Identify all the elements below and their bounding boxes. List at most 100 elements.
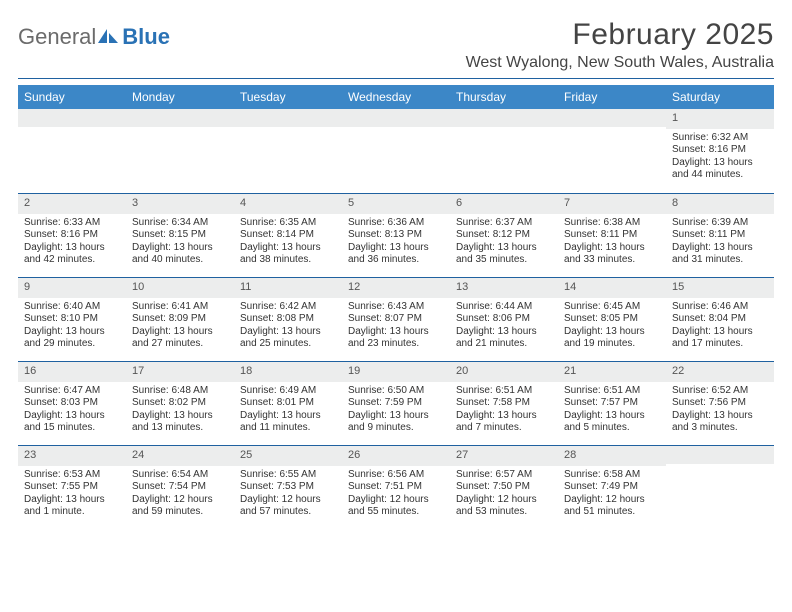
day-detail: Sunrise: 6:56 AM Sunset: 7:51 PM Dayligh… — [342, 466, 450, 523]
day-number: 23 — [18, 446, 126, 466]
calendar-cell: 4Sunrise: 6:35 AM Sunset: 8:14 PM Daylig… — [234, 193, 342, 277]
day-number: 4 — [234, 194, 342, 214]
calendar-week: 1Sunrise: 6:32 AM Sunset: 8:16 PM Daylig… — [18, 109, 774, 193]
day-number: 25 — [234, 446, 342, 466]
calendar-cell: 21Sunrise: 6:51 AM Sunset: 7:57 PM Dayli… — [558, 361, 666, 445]
day-number — [126, 109, 234, 127]
day-detail: Sunrise: 6:47 AM Sunset: 8:03 PM Dayligh… — [18, 382, 126, 439]
day-detail: Sunrise: 6:51 AM Sunset: 7:58 PM Dayligh… — [450, 382, 558, 439]
day-number: 21 — [558, 362, 666, 382]
day-number — [666, 446, 774, 464]
calendar-cell: 25Sunrise: 6:55 AM Sunset: 7:53 PM Dayli… — [234, 445, 342, 529]
calendar-cell — [666, 445, 774, 529]
calendar-cell: 8Sunrise: 6:39 AM Sunset: 8:11 PM Daylig… — [666, 193, 774, 277]
calendar-cell: 3Sunrise: 6:34 AM Sunset: 8:15 PM Daylig… — [126, 193, 234, 277]
day-number — [450, 109, 558, 127]
title-block: February 2025 West Wyalong, New South Wa… — [466, 18, 774, 72]
logo-text-general: General — [18, 24, 96, 50]
day-number — [234, 109, 342, 127]
calendar-cell: 11Sunrise: 6:42 AM Sunset: 8:08 PM Dayli… — [234, 277, 342, 361]
calendar-week: 2Sunrise: 6:33 AM Sunset: 8:16 PM Daylig… — [18, 193, 774, 277]
day-detail: Sunrise: 6:42 AM Sunset: 8:08 PM Dayligh… — [234, 298, 342, 355]
calendar-grid: Sunday Monday Tuesday Wednesday Thursday… — [18, 85, 774, 529]
calendar-week: 9Sunrise: 6:40 AM Sunset: 8:10 PM Daylig… — [18, 277, 774, 361]
calendar-cell: 10Sunrise: 6:41 AM Sunset: 8:09 PM Dayli… — [126, 277, 234, 361]
dow-friday: Friday — [558, 85, 666, 109]
calendar-cell: 23Sunrise: 6:53 AM Sunset: 7:55 PM Dayli… — [18, 445, 126, 529]
day-number: 16 — [18, 362, 126, 382]
day-detail: Sunrise: 6:37 AM Sunset: 8:12 PM Dayligh… — [450, 214, 558, 271]
day-number: 7 — [558, 194, 666, 214]
calendar-cell — [450, 109, 558, 193]
day-detail: Sunrise: 6:52 AM Sunset: 7:56 PM Dayligh… — [666, 382, 774, 439]
calendar-cell — [558, 109, 666, 193]
page-header: General Blue February 2025 West Wyalong,… — [18, 18, 774, 72]
day-number: 11 — [234, 278, 342, 298]
calendar-cell: 28Sunrise: 6:58 AM Sunset: 7:49 PM Dayli… — [558, 445, 666, 529]
calendar-cell: 27Sunrise: 6:57 AM Sunset: 7:50 PM Dayli… — [450, 445, 558, 529]
calendar-cell: 15Sunrise: 6:46 AM Sunset: 8:04 PM Dayli… — [666, 277, 774, 361]
day-detail: Sunrise: 6:53 AM Sunset: 7:55 PM Dayligh… — [18, 466, 126, 523]
calendar-cell: 22Sunrise: 6:52 AM Sunset: 7:56 PM Dayli… — [666, 361, 774, 445]
weeks-container: 1Sunrise: 6:32 AM Sunset: 8:16 PM Daylig… — [18, 109, 774, 529]
day-number: 15 — [666, 278, 774, 298]
day-detail: Sunrise: 6:45 AM Sunset: 8:05 PM Dayligh… — [558, 298, 666, 355]
dow-monday: Monday — [126, 85, 234, 109]
day-number: 28 — [558, 446, 666, 466]
calendar-cell: 19Sunrise: 6:50 AM Sunset: 7:59 PM Dayli… — [342, 361, 450, 445]
location-text: West Wyalong, New South Wales, Australia — [466, 54, 774, 72]
day-detail: Sunrise: 6:38 AM Sunset: 8:11 PM Dayligh… — [558, 214, 666, 271]
day-detail: Sunrise: 6:57 AM Sunset: 7:50 PM Dayligh… — [450, 466, 558, 523]
calendar-cell: 16Sunrise: 6:47 AM Sunset: 8:03 PM Dayli… — [18, 361, 126, 445]
dow-wednesday: Wednesday — [342, 85, 450, 109]
calendar-cell: 9Sunrise: 6:40 AM Sunset: 8:10 PM Daylig… — [18, 277, 126, 361]
calendar-cell: 14Sunrise: 6:45 AM Sunset: 8:05 PM Dayli… — [558, 277, 666, 361]
logo-text-blue: Blue — [122, 24, 170, 50]
day-detail: Sunrise: 6:36 AM Sunset: 8:13 PM Dayligh… — [342, 214, 450, 271]
calendar-cell: 24Sunrise: 6:54 AM Sunset: 7:54 PM Dayli… — [126, 445, 234, 529]
day-detail: Sunrise: 6:49 AM Sunset: 8:01 PM Dayligh… — [234, 382, 342, 439]
day-number: 27 — [450, 446, 558, 466]
day-number: 6 — [450, 194, 558, 214]
day-detail: Sunrise: 6:34 AM Sunset: 8:15 PM Dayligh… — [126, 214, 234, 271]
header-rule — [18, 78, 774, 79]
day-number: 14 — [558, 278, 666, 298]
day-detail: Sunrise: 6:41 AM Sunset: 8:09 PM Dayligh… — [126, 298, 234, 355]
day-number: 19 — [342, 362, 450, 382]
day-number: 8 — [666, 194, 774, 214]
day-detail: Sunrise: 6:54 AM Sunset: 7:54 PM Dayligh… — [126, 466, 234, 523]
day-number: 3 — [126, 194, 234, 214]
calendar-cell: 1Sunrise: 6:32 AM Sunset: 8:16 PM Daylig… — [666, 109, 774, 193]
day-detail: Sunrise: 6:51 AM Sunset: 7:57 PM Dayligh… — [558, 382, 666, 439]
calendar-cell — [342, 109, 450, 193]
calendar-cell — [234, 109, 342, 193]
day-number: 12 — [342, 278, 450, 298]
day-detail: Sunrise: 6:50 AM Sunset: 7:59 PM Dayligh… — [342, 382, 450, 439]
day-detail: Sunrise: 6:33 AM Sunset: 8:16 PM Dayligh… — [18, 214, 126, 271]
dow-tuesday: Tuesday — [234, 85, 342, 109]
calendar-cell: 12Sunrise: 6:43 AM Sunset: 8:07 PM Dayli… — [342, 277, 450, 361]
calendar-cell: 13Sunrise: 6:44 AM Sunset: 8:06 PM Dayli… — [450, 277, 558, 361]
day-detail: Sunrise: 6:48 AM Sunset: 8:02 PM Dayligh… — [126, 382, 234, 439]
calendar-cell: 18Sunrise: 6:49 AM Sunset: 8:01 PM Dayli… — [234, 361, 342, 445]
day-detail: Sunrise: 6:44 AM Sunset: 8:06 PM Dayligh… — [450, 298, 558, 355]
day-number — [342, 109, 450, 127]
day-detail: Sunrise: 6:46 AM Sunset: 8:04 PM Dayligh… — [666, 298, 774, 355]
day-number: 20 — [450, 362, 558, 382]
month-title: February 2025 — [466, 18, 774, 52]
calendar-week: 16Sunrise: 6:47 AM Sunset: 8:03 PM Dayli… — [18, 361, 774, 445]
day-detail: Sunrise: 6:43 AM Sunset: 8:07 PM Dayligh… — [342, 298, 450, 355]
day-number: 24 — [126, 446, 234, 466]
dow-thursday: Thursday — [450, 85, 558, 109]
brand-logo: General Blue — [18, 24, 170, 50]
calendar-cell: 7Sunrise: 6:38 AM Sunset: 8:11 PM Daylig… — [558, 193, 666, 277]
day-detail: Sunrise: 6:58 AM Sunset: 7:49 PM Dayligh… — [558, 466, 666, 523]
logo-sail-icon — [98, 29, 120, 45]
day-number — [18, 109, 126, 127]
day-detail: Sunrise: 6:55 AM Sunset: 7:53 PM Dayligh… — [234, 466, 342, 523]
calendar-cell: 17Sunrise: 6:48 AM Sunset: 8:02 PM Dayli… — [126, 361, 234, 445]
calendar-cell: 6Sunrise: 6:37 AM Sunset: 8:12 PM Daylig… — [450, 193, 558, 277]
day-number: 13 — [450, 278, 558, 298]
day-number: 9 — [18, 278, 126, 298]
day-number: 1 — [666, 109, 774, 129]
